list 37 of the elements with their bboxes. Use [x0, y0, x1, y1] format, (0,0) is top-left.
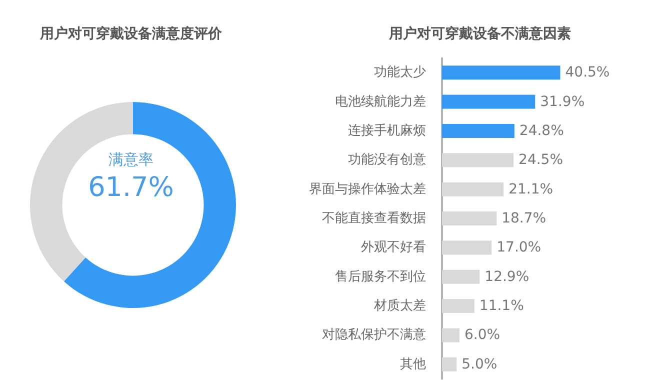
bar: [442, 357, 457, 372]
y-tick-label: 功能太少: [374, 65, 426, 80]
y-tick-label: 外观不好看: [361, 240, 426, 256]
data-label: 24.5%: [518, 152, 564, 168]
y-tick-label: 其他: [400, 356, 426, 372]
data-label: 18.7%: [502, 210, 546, 226]
y-tick-label: 电池续航能力差: [335, 94, 426, 110]
bar: [442, 328, 460, 342]
bar: [442, 66, 560, 80]
data-label: 61.7%: [88, 172, 174, 203]
data-label: 17.0%: [496, 240, 542, 256]
data-label: 24.8%: [519, 122, 564, 139]
data-label: 6.0%: [464, 327, 500, 344]
y-tick-label: 界面与操作体验太差: [309, 182, 426, 197]
bar: [442, 153, 514, 168]
y-tick-label: 材质太差: [373, 298, 426, 314]
chart-title: 用户对可穿戴设备不满意因素: [388, 25, 571, 42]
data-label: 5.0%: [462, 356, 498, 372]
y-tick-label: 连接手机麻烦: [348, 123, 426, 138]
bar: [442, 124, 514, 138]
y-tick-label: 功能没有创意: [348, 152, 426, 168]
y-tick-label: 对隐私保护不满意: [322, 328, 426, 343]
slice-label: 满意率: [108, 150, 154, 168]
bar: [442, 182, 504, 196]
data-label: 12.9%: [484, 268, 530, 285]
data-label: 31.9%: [540, 94, 585, 110]
chart-title: 用户对可穿戴设备满意度评价: [39, 25, 223, 42]
data-label: 21.1%: [508, 181, 554, 198]
data-label: 11.1%: [479, 298, 524, 314]
bar: [442, 212, 497, 226]
y-tick-label: 售后服务不到位: [335, 269, 426, 284]
bar: [442, 240, 492, 255]
y-tick-label: 不能直接查看数据: [322, 211, 426, 226]
bar: [442, 270, 480, 284]
bar: [442, 94, 536, 109]
bar: [442, 299, 474, 314]
data-label: 40.5%: [565, 64, 610, 81]
